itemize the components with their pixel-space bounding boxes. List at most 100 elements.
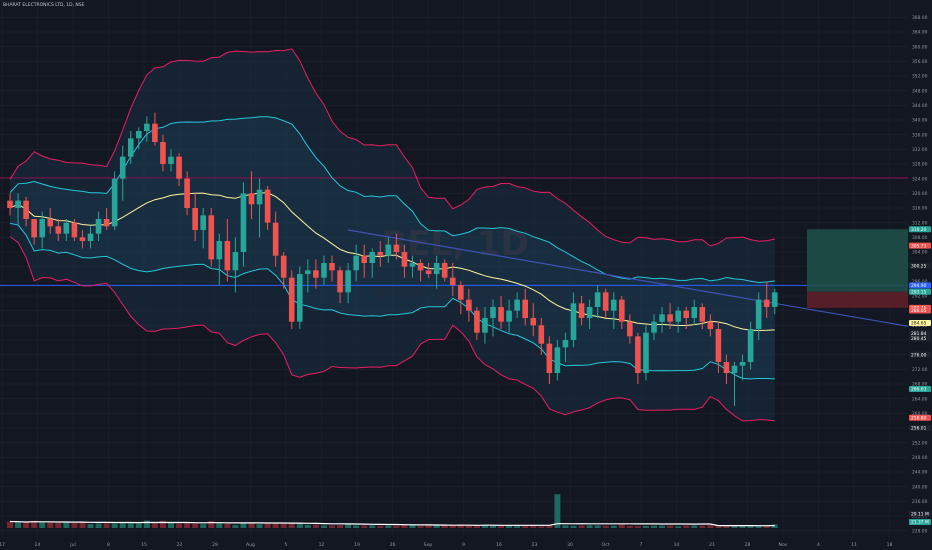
volume-badge xyxy=(909,511,931,517)
price-tick-label: 292.00 xyxy=(912,294,928,300)
candle-body xyxy=(723,362,730,373)
volume-bar xyxy=(393,525,400,528)
price-tick-label: 340.00 xyxy=(912,118,928,124)
candle-body xyxy=(192,208,198,230)
candle-body xyxy=(715,329,722,362)
volume-bar xyxy=(425,524,432,528)
price-badge-label: 258.80 xyxy=(911,415,927,421)
candle-body xyxy=(739,362,746,366)
candle-body xyxy=(514,299,520,311)
volume-bar xyxy=(192,523,199,528)
price-badge xyxy=(909,351,931,358)
candle-body xyxy=(691,307,698,318)
upper-inner-band xyxy=(9,116,775,284)
time-tick-label: Nov xyxy=(779,542,788,548)
time-tick-label: 9 xyxy=(462,542,465,548)
price-tick-label: 312.00 xyxy=(912,220,928,226)
price-tick-label: 296.00 xyxy=(912,279,928,285)
candle-body xyxy=(240,193,247,252)
volume-bar xyxy=(683,525,690,528)
volume-bar xyxy=(232,525,239,528)
candle-body xyxy=(385,244,392,256)
candle-body xyxy=(522,299,528,318)
volume-bar xyxy=(264,523,271,528)
volume-bars xyxy=(7,494,778,528)
candle-body xyxy=(87,233,94,241)
volume-bar xyxy=(651,525,657,528)
candle-body xyxy=(136,131,142,139)
volume-bar xyxy=(514,524,521,528)
volume-bar xyxy=(506,525,513,528)
volume-bar xyxy=(594,525,601,528)
volume-bar xyxy=(7,521,13,528)
price-tick-label: 268.00 xyxy=(912,382,928,388)
candle-body xyxy=(103,219,110,227)
candle-body xyxy=(256,189,263,205)
price-badge xyxy=(909,226,931,233)
time-tick-label: 30 xyxy=(567,542,573,548)
time-tick-label: 12 xyxy=(319,542,325,548)
candle-body xyxy=(200,215,206,230)
price-badge xyxy=(909,307,931,314)
candle-body xyxy=(474,310,480,333)
volume-badge-label: 29.11 M xyxy=(911,512,929,518)
candle-body xyxy=(168,156,174,164)
candle-body xyxy=(667,314,673,322)
volume-bar xyxy=(522,525,529,528)
volume-bar xyxy=(449,525,456,528)
candle-body xyxy=(401,252,408,267)
volume-bar xyxy=(441,525,448,528)
volume-bar xyxy=(610,525,617,528)
volume-bar xyxy=(79,521,86,528)
volume-bar xyxy=(31,520,38,528)
candle-body xyxy=(47,219,54,227)
candle-body xyxy=(570,303,577,340)
volume-bar xyxy=(401,524,408,528)
price-badge-label: 293.15 xyxy=(911,289,927,295)
candle-body xyxy=(458,285,464,300)
volume-bar xyxy=(103,523,110,528)
price-badge-label: 310.20 xyxy=(911,227,927,233)
candle-body xyxy=(23,200,29,219)
time-tick-label: 17 xyxy=(0,542,5,548)
price-tick-label: 344.00 xyxy=(912,103,928,109)
time-tick-label: 29 xyxy=(212,542,218,548)
upper-outer-band xyxy=(9,48,775,247)
candle-body xyxy=(707,321,714,329)
price-badge xyxy=(909,288,931,295)
candle-body xyxy=(321,263,327,278)
candle-body xyxy=(425,270,432,274)
price-badge-label: 281.84 xyxy=(911,331,927,337)
price-tick-label: 360.00 xyxy=(912,44,928,50)
candle-body xyxy=(288,277,295,322)
candle-body xyxy=(763,299,770,307)
candle-body xyxy=(345,270,351,293)
price-tick-label: 240.00 xyxy=(912,484,928,490)
candle-body xyxy=(248,193,255,205)
price-tick-label: 248.00 xyxy=(912,455,928,461)
price-tick-label: 324.00 xyxy=(912,176,928,182)
volume-bar xyxy=(667,525,674,528)
candles xyxy=(7,112,778,406)
candle-body xyxy=(409,263,416,267)
volume-bar xyxy=(200,524,207,528)
volume-bar xyxy=(312,524,319,528)
price-tick-label: 352.00 xyxy=(912,74,928,80)
volume-bar xyxy=(320,525,327,528)
candle-body xyxy=(377,252,384,256)
volume-bar xyxy=(634,526,641,528)
price-badge xyxy=(909,386,931,393)
price-badge xyxy=(909,424,931,431)
time-tick-label: 15 xyxy=(141,542,147,548)
volume-bar xyxy=(184,522,191,528)
candle-body xyxy=(79,237,86,241)
time-tick-label: 24 xyxy=(35,542,41,548)
candle-body xyxy=(71,222,78,238)
price-badge-label: 294.90 xyxy=(911,283,927,289)
volume-bar xyxy=(586,525,593,528)
volume-bar xyxy=(176,523,183,528)
volume-bar xyxy=(288,523,295,528)
time-tick-label: 28 xyxy=(745,542,751,548)
